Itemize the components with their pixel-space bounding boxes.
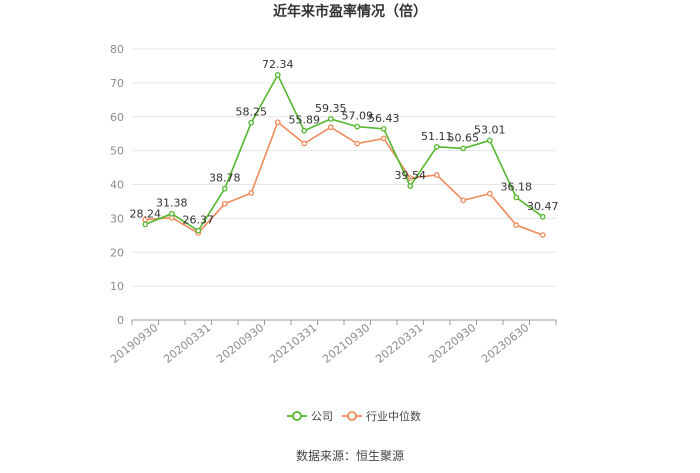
x-tick-label: 20220930 (426, 321, 478, 366)
data-point[interactable] (221, 200, 228, 207)
legend-marker (292, 411, 302, 421)
x-tick-label: 20230630 (479, 321, 531, 366)
data-point[interactable] (274, 119, 281, 126)
y-tick-label: 30 (110, 212, 124, 225)
data-point[interactable] (539, 232, 546, 238)
data-label: 51.11 (421, 130, 453, 143)
data-point[interactable] (327, 116, 334, 122)
x-tick-label: 20190930 (108, 321, 160, 366)
data-point[interactable] (274, 72, 281, 78)
data-point[interactable] (248, 190, 255, 196)
data-label: 59.35 (315, 102, 347, 115)
data-label: 26.37 (183, 214, 215, 227)
x-tick-label: 20210930 (320, 321, 372, 366)
data-label: 56.43 (368, 112, 400, 125)
y-tick-label: 20 (110, 246, 124, 259)
data-label: 55.89 (289, 114, 321, 127)
data-point[interactable] (301, 140, 308, 147)
data-label: 36.18 (501, 180, 533, 193)
data-label: 31.38 (156, 197, 188, 210)
data-point[interactable] (168, 210, 175, 217)
y-axis: 0 10 20 30 40 50 60 70 80 (110, 43, 124, 327)
y-tick-label: 70 (110, 77, 124, 90)
data-point[interactable] (301, 127, 308, 134)
legend-label: 公司 (311, 410, 333, 423)
y-tick-label: 50 (110, 145, 124, 158)
y-tick-label: 80 (110, 43, 124, 56)
data-point[interactable] (142, 221, 149, 228)
data-point[interactable] (407, 175, 414, 181)
data-point[interactable] (513, 194, 520, 201)
data-point[interactable] (433, 172, 440, 178)
y-tick-label: 60 (110, 111, 124, 124)
data-point[interactable] (539, 213, 546, 220)
series-line (144, 73, 544, 232)
data-point[interactable] (460, 197, 467, 204)
y-tick-label: 10 (110, 280, 124, 293)
legend-marker (347, 411, 357, 421)
x-tick-label: 20200930 (214, 321, 266, 366)
y-tick-label: 40 (110, 179, 124, 192)
series-line (145, 120, 544, 236)
y-tick-label: 0 (117, 314, 124, 327)
data-label: 38.78 (209, 172, 241, 185)
data-point[interactable] (248, 119, 255, 126)
legend-item[interactable]: 行业中位数 (342, 409, 421, 423)
data-point[interactable] (486, 137, 493, 144)
x-axis: 20190930 20200331 20200930 20210331 20210930… (108, 319, 557, 366)
data-point[interactable] (407, 183, 414, 189)
data-point[interactable] (460, 145, 467, 152)
data-label: 53.01 (474, 123, 506, 136)
data-label: 28.24 (130, 207, 162, 220)
data-point[interactable] (354, 123, 361, 130)
x-tick-label: 20220331 (373, 321, 425, 366)
data-label: 50.65 (448, 131, 480, 144)
legend[interactable]: 公司 行业中位数 (287, 409, 421, 423)
chart-title: 近年来市盈率情况（倍） (273, 3, 427, 20)
data-point[interactable] (513, 222, 520, 228)
x-tick-label: 20210331 (267, 321, 319, 366)
data-point[interactable] (486, 190, 493, 197)
data-point[interactable] (354, 140, 361, 147)
x-tick-label: 20200331 (161, 321, 213, 366)
legend-item[interactable]: 公司 (287, 410, 333, 423)
data-label: 58.25 (236, 106, 268, 119)
data-label: 30.47 (527, 200, 559, 213)
data-point[interactable] (380, 135, 387, 142)
data-point[interactable] (433, 144, 440, 150)
source-text: 数据来源：恒生聚源 (296, 448, 404, 463)
legend-label: 行业中位数 (366, 409, 421, 423)
data-label: 39.54 (395, 169, 427, 182)
gridlines (132, 48, 556, 321)
data-point[interactable] (327, 124, 334, 131)
data-point[interactable] (380, 125, 387, 132)
data-point[interactable] (195, 227, 202, 234)
data-point[interactable] (221, 185, 228, 192)
data-label: 72.34 (262, 58, 294, 71)
data-label: 57.09 (342, 110, 374, 123)
